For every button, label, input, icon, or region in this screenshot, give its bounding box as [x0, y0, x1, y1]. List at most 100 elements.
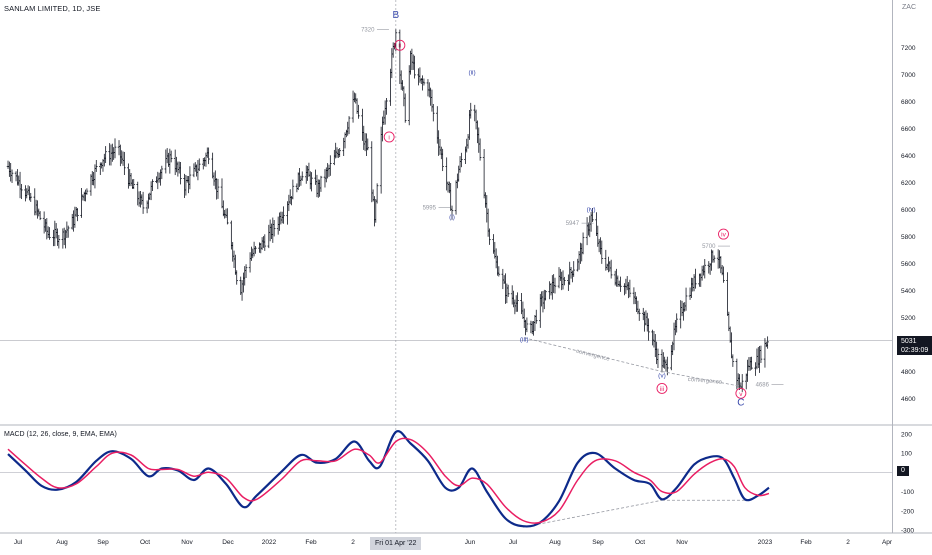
- ohlc-bar: [484, 192, 487, 208]
- ohlc-bar: [74, 206, 78, 217]
- ohlc-bar: [512, 290, 515, 308]
- ohlc-bar: [365, 133, 368, 157]
- ohlc-bar: [402, 86, 406, 107]
- wave-label-text: ii: [398, 43, 401, 50]
- ohlc-bar: [169, 150, 173, 163]
- ohlc-bar: [485, 195, 489, 223]
- price-tick-label: 6200: [901, 180, 916, 187]
- ohlc-bar: [361, 108, 364, 141]
- wave-label: iv: [718, 228, 729, 240]
- ohlc-bar: [605, 263, 609, 271]
- ohlc-bar: [643, 311, 646, 332]
- ohlc-bar: [260, 237, 264, 250]
- ohlc-bar: [216, 178, 220, 199]
- ohlc-bar: [353, 92, 356, 103]
- ohlc-bar: [469, 102, 473, 119]
- wave-label: convergence: [687, 377, 722, 386]
- wave-label-text: 5700: [702, 244, 716, 250]
- ohlc-bar: [149, 181, 153, 201]
- ohlc-bar: [300, 171, 304, 181]
- macd-tick-label: 100: [901, 451, 912, 458]
- ohlc-bar: [577, 251, 581, 270]
- ohlc-bar: [128, 169, 132, 187]
- ohlc-bar: [544, 290, 547, 301]
- ohlc-bar: [342, 137, 345, 156]
- ohlc-bar: [362, 125, 366, 150]
- ohlc-bar: [617, 280, 621, 287]
- ohlc-bar: [505, 283, 509, 304]
- ohlc-bar: [109, 144, 113, 166]
- ohlc-bar: [494, 248, 498, 269]
- ohlc-bar: [164, 149, 168, 174]
- ohlc-bar: [310, 172, 313, 192]
- ohlc-bar: [212, 172, 216, 186]
- ohlc-bar: [84, 189, 87, 202]
- ohlc-bar: [682, 302, 685, 321]
- ohlc-bar: [375, 183, 379, 204]
- ohlc-bar: [403, 93, 407, 123]
- ohlc-bar: [458, 156, 462, 173]
- time-tick-label: Jul: [509, 539, 518, 546]
- price-tick-label: 7000: [901, 72, 916, 79]
- ohlc-bar: [46, 226, 50, 238]
- ohlc-bar: [501, 268, 505, 290]
- wave-label: v: [735, 387, 747, 399]
- price-tick-label: 6800: [901, 99, 916, 106]
- ohlc-bar: [588, 215, 592, 238]
- ohlc-bar: [524, 319, 527, 336]
- wave-label-text: convergence: [575, 349, 610, 363]
- ohlc-bar: [159, 169, 162, 186]
- ohlc-bar: [197, 158, 201, 171]
- ohlc-bar: [29, 192, 33, 202]
- ohlc-bar: [347, 116, 351, 135]
- ohlc-bar: [426, 79, 430, 97]
- ohlc-bar: [145, 200, 149, 214]
- ohlc-bar: [151, 179, 154, 191]
- ohlc-bar: [421, 75, 424, 91]
- ohlc-bar: [278, 212, 281, 231]
- ohlc-bar: [440, 146, 443, 160]
- ohlc-bar: [600, 240, 604, 264]
- ohlc-bar: [117, 140, 121, 156]
- ohlc-bar: [351, 90, 355, 123]
- wave-label: 5995: [423, 206, 451, 212]
- ohlc-bar: [139, 190, 142, 208]
- wave-label-text: (iii): [520, 336, 529, 343]
- ohlc-bar: [431, 104, 435, 122]
- ohlc-bar: [325, 167, 328, 183]
- ohlc-bar: [121, 151, 125, 166]
- ohlc-bar: [28, 186, 31, 201]
- ohlc-bar: [25, 188, 29, 199]
- wave-label-text: C: [737, 397, 744, 408]
- ohlc-bar: [627, 282, 630, 299]
- ohlc-bar: [103, 153, 106, 167]
- wave-label: C: [737, 397, 744, 408]
- wave-label-text: i: [388, 134, 389, 141]
- ohlc-bar: [585, 217, 589, 246]
- last-price-badge: 5031 02:39:09: [897, 336, 932, 355]
- ohlc-bar: [466, 134, 470, 149]
- ohlc-bar: [587, 222, 590, 236]
- ohlc-bar: [366, 138, 370, 151]
- time-tick-label: Sep: [97, 539, 109, 546]
- ohlc-bar: [609, 259, 613, 279]
- ohlc-bar: [670, 345, 673, 371]
- ohlc-bar: [220, 178, 224, 209]
- ohlc-bar: [42, 211, 46, 234]
- ohlc-bar: [373, 196, 376, 227]
- ohlc-bar: [240, 280, 244, 301]
- ohlc-bar: [333, 149, 336, 166]
- ohlc-bar: [295, 183, 299, 193]
- ohlc-bar: [389, 68, 392, 106]
- wave-label-circle: [394, 39, 406, 51]
- ohlc-bar: [718, 250, 721, 269]
- ohlc-bar: [8, 161, 11, 177]
- ohlc-bar: [57, 234, 61, 249]
- time-tick-label: Feb: [305, 539, 317, 546]
- ohlc-bar: [157, 172, 161, 183]
- ohlc-bar: [66, 225, 70, 238]
- ohlc-bar: [10, 169, 14, 184]
- ohlc-bar: [64, 229, 67, 249]
